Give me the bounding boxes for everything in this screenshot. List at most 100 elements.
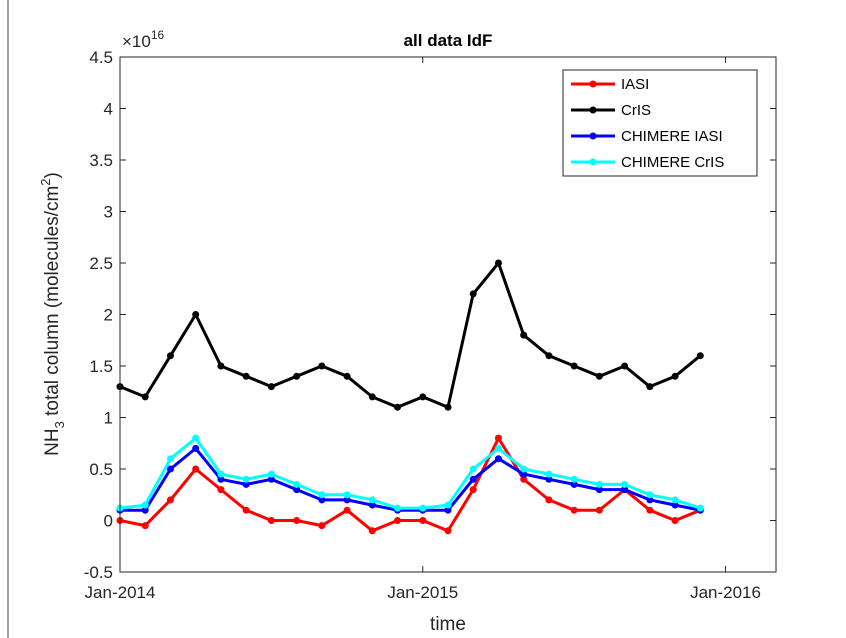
data-point xyxy=(293,372,301,380)
data-point xyxy=(621,486,629,494)
y-tick-label: 0 xyxy=(104,512,113,531)
y-label-part: NH xyxy=(42,428,63,455)
data-point xyxy=(545,475,553,483)
data-point xyxy=(318,522,326,530)
y-label-part: total column (molecules/cm xyxy=(42,186,63,421)
data-point xyxy=(318,491,326,499)
data-point xyxy=(444,501,452,509)
data-point xyxy=(267,517,275,524)
legend-box xyxy=(562,69,758,177)
data-point xyxy=(166,352,174,360)
data-point xyxy=(444,527,452,535)
data-point xyxy=(469,486,477,494)
data-point xyxy=(318,362,326,370)
data-point xyxy=(595,486,603,494)
data-point xyxy=(646,383,654,391)
data-point xyxy=(242,372,250,380)
data-point xyxy=(217,362,225,370)
y-tick-label: 1.5 xyxy=(89,357,113,376)
y-tick-label: 3.5 xyxy=(89,151,113,170)
data-point xyxy=(494,434,502,442)
data-point xyxy=(217,475,225,483)
y-tick-label: 0.5 xyxy=(89,460,113,479)
data-point xyxy=(343,372,351,380)
data-point xyxy=(242,475,250,483)
y-label-part: ) xyxy=(42,172,63,178)
legend-marker xyxy=(589,158,597,166)
axes-box xyxy=(119,56,777,573)
data-point xyxy=(671,501,679,509)
y-tick-label: 2.5 xyxy=(89,254,113,273)
data-point xyxy=(545,470,553,478)
data-point xyxy=(595,372,603,380)
y-axis-label: NH3 total column (molecules/cm2) xyxy=(38,172,67,456)
data-point xyxy=(444,506,452,514)
data-point xyxy=(646,491,654,499)
data-point xyxy=(293,486,301,494)
data-point xyxy=(394,517,402,524)
data-point xyxy=(595,480,603,488)
data-point xyxy=(595,506,603,514)
data-point xyxy=(696,504,704,512)
data-point xyxy=(141,393,149,401)
data-point xyxy=(545,352,553,360)
data-point xyxy=(368,527,376,535)
legend-label: IASI xyxy=(621,76,649,93)
y-tick-label: 3 xyxy=(104,203,113,222)
y-tick-label: 1 xyxy=(104,409,113,428)
data-point xyxy=(570,480,578,488)
data-point xyxy=(419,504,427,512)
data-point xyxy=(293,517,301,524)
data-point xyxy=(520,465,528,473)
x-tick-label: Jan-2015 xyxy=(387,583,458,602)
data-point xyxy=(570,506,578,514)
data-point xyxy=(671,372,679,380)
data-point xyxy=(696,352,704,360)
data-point xyxy=(192,311,200,318)
legend-label: CHIMERE IASI xyxy=(621,128,723,145)
data-point xyxy=(469,465,477,473)
data-point xyxy=(267,475,275,483)
data-point xyxy=(520,331,528,339)
series-line xyxy=(119,436,701,533)
data-point xyxy=(293,480,301,488)
y-tick-label: -0.5 xyxy=(84,563,113,582)
data-point xyxy=(494,455,502,463)
data-point xyxy=(192,465,200,473)
y-label-sup: 2 xyxy=(38,178,53,185)
y-tick-label: 2 xyxy=(104,306,113,325)
data-point xyxy=(166,465,174,473)
y-multiplier-base: ×10 xyxy=(122,32,151,51)
data-point xyxy=(141,501,149,509)
data-point xyxy=(267,383,275,391)
legend-marker xyxy=(589,80,597,88)
data-point xyxy=(368,496,376,504)
series-line xyxy=(119,436,701,510)
data-point xyxy=(166,496,174,504)
data-point xyxy=(343,506,351,514)
data-point xyxy=(343,491,351,499)
data-point xyxy=(444,403,452,411)
series-line xyxy=(119,261,702,409)
data-point xyxy=(394,504,402,512)
data-point xyxy=(520,470,528,478)
data-point xyxy=(343,496,351,504)
data-point xyxy=(494,259,502,267)
series-line xyxy=(120,446,701,512)
data-point xyxy=(494,444,502,452)
data-point xyxy=(217,486,225,494)
data-point xyxy=(267,470,275,478)
data-point xyxy=(469,290,477,298)
x-tick-label: Jan-2016 xyxy=(690,583,761,602)
y-tick-label: 4.5 xyxy=(89,48,113,67)
y-multiplier-exponent: 16 xyxy=(151,28,165,42)
y-tick-label: 4 xyxy=(104,100,113,119)
x-axis-label: time xyxy=(430,614,466,635)
x-tick-label: Jan-2014 xyxy=(85,583,156,602)
data-point xyxy=(192,444,200,452)
data-point xyxy=(242,480,250,488)
data-point xyxy=(570,475,578,483)
data-point xyxy=(368,501,376,509)
legend-label: CHIMERE CrIS xyxy=(621,154,724,171)
